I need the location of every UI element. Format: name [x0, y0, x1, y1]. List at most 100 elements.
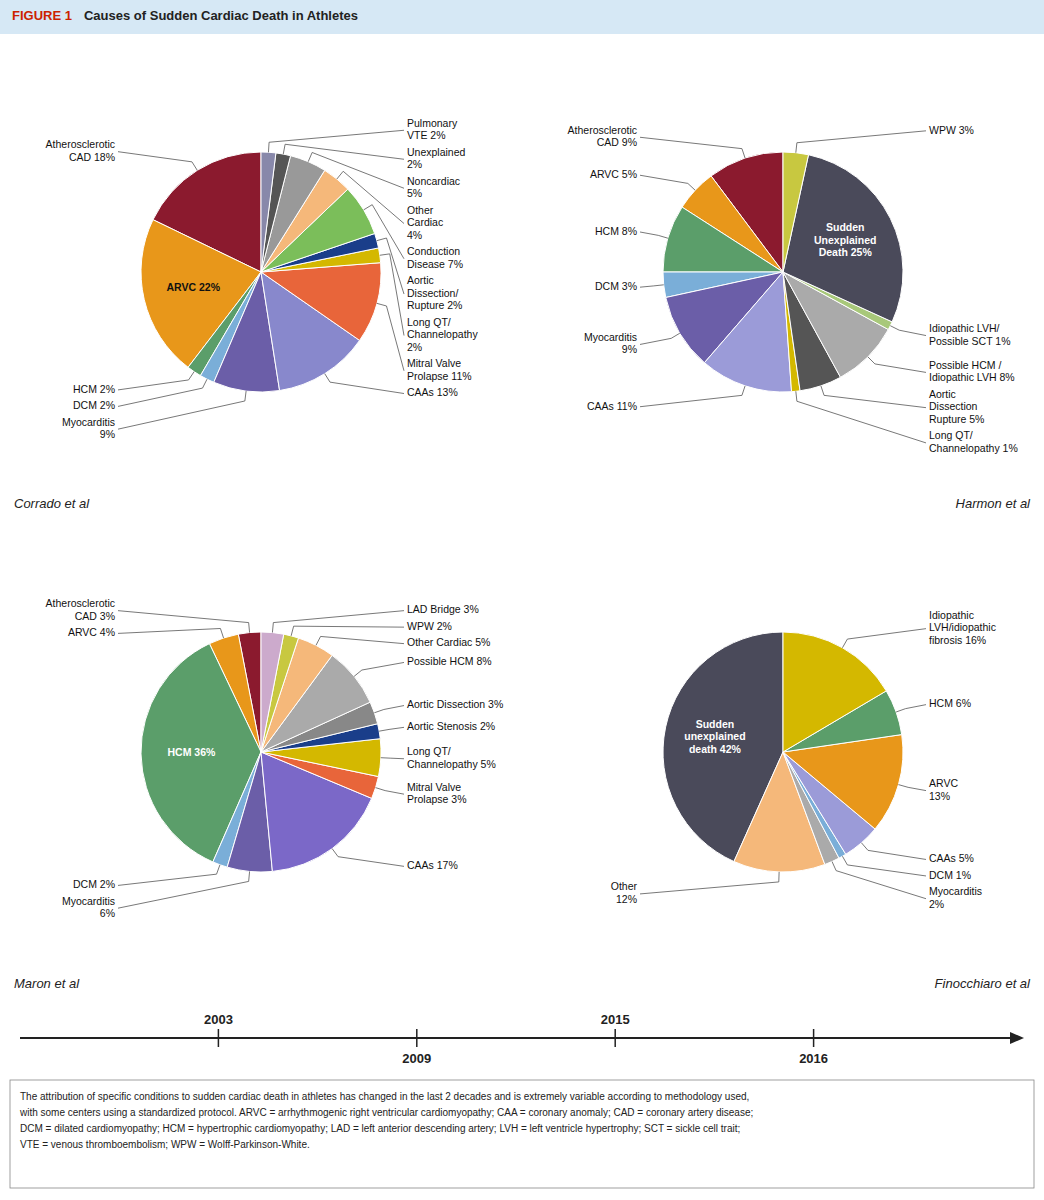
data-label: Myocarditis9%: [62, 416, 115, 441]
leader-line: [842, 856, 926, 876]
data-label: DCM 2%: [73, 399, 115, 411]
label-line: LAD Bridge 3%: [407, 603, 479, 615]
leader-line: [842, 629, 926, 648]
data-label: HCM 2%: [73, 383, 115, 395]
leader-line: [118, 611, 250, 633]
slices: [141, 632, 381, 872]
label-line: Mitral Valve: [407, 357, 461, 369]
label-line: Myocarditis: [929, 885, 982, 897]
label-line: Pulmonary: [407, 117, 458, 129]
data-label: DCM 1%: [929, 869, 971, 881]
timeline-label: 2015: [601, 1012, 630, 1027]
leader-line: [325, 374, 404, 394]
leader-line: [316, 636, 404, 645]
data-label: LAD Bridge 3%: [407, 603, 479, 615]
timeline-label: 2009: [402, 1051, 431, 1066]
data-label: ARVC 5%: [590, 168, 637, 180]
data-label: Myocarditis9%: [584, 331, 637, 356]
leader-line: [118, 152, 197, 171]
figure: FIGURE 1Causes of Sudden Cardiac Death i…: [0, 0, 1044, 1200]
leader-line: [640, 285, 664, 287]
pie-panel: Suddenunexplaineddeath 42%Other12%Idiopa…: [611, 609, 1031, 991]
data-label: OtherCardiac4%: [407, 204, 443, 241]
data-labels: Suddenunexplaineddeath 42%Other12%Idiopa…: [611, 609, 996, 910]
data-label: AorticDissection/Rupture 2%: [407, 274, 462, 311]
label-line: Disease 7%: [407, 258, 463, 270]
timeline-tick: [218, 1029, 220, 1047]
leader-line: [308, 152, 404, 188]
label-line: Myocarditis: [62, 895, 115, 907]
label-line: Prolapse 3%: [407, 793, 467, 805]
title: FIGURE 1: [12, 8, 72, 23]
leader-line: [898, 785, 926, 791]
label-line: Possible SCT 1%: [929, 335, 1011, 347]
leader-line: [118, 628, 224, 638]
pie-slice: [261, 632, 284, 752]
label-line: CAD 9%: [597, 136, 637, 148]
data-label: SuddenUnexplainedDeath 25%: [814, 221, 876, 258]
data-labels: HCM 36%AtheroscleroticCAD 3%ARVC 4%DCM 2…: [46, 597, 504, 919]
data-label: AtheroscleroticCAD 18%: [46, 138, 115, 163]
data-label: Aortic Dissection 3%: [407, 698, 503, 710]
pie-slice: [261, 152, 276, 272]
data-label: Myocarditis2%: [929, 885, 982, 910]
pie-slice: [261, 263, 381, 341]
label-line: CAAs 11%: [587, 400, 637, 412]
label-line: Channelopathy: [407, 328, 478, 340]
data-labels: ARVC 22%AtheroscleroticCAD 18%HCM 2%DCM …: [46, 117, 479, 440]
pie-slice: [663, 207, 783, 272]
leader-line: [379, 727, 404, 731]
label-line: Atherosclerotic: [46, 597, 115, 609]
data-label: Other Cardiac 5%: [407, 636, 490, 648]
label-line: 2%: [407, 341, 422, 353]
data-label: HCM 6%: [929, 697, 971, 709]
timeline-axis: [20, 1037, 1012, 1039]
data-label: DCM 3%: [595, 280, 637, 292]
leader-line: [377, 238, 404, 294]
data-label: CAAs 5%: [929, 852, 974, 864]
label-line: DCM 2%: [73, 878, 115, 890]
data-label: Unexplained2%: [407, 146, 466, 171]
leader-lines: [640, 131, 926, 443]
pie-panel: SuddenUnexplainedDeath 25%Atheroscleroti…: [568, 124, 1032, 511]
data-label: HCM 8%: [595, 225, 637, 237]
data-label: WPW 2%: [407, 620, 452, 632]
leader-line: [890, 326, 926, 336]
data-label: Suddenunexplaineddeath 42%: [684, 718, 745, 755]
label-line: 2%: [929, 898, 944, 910]
data-label: AtheroscleroticCAD 3%: [46, 597, 115, 622]
leader-line: [376, 788, 404, 795]
pie-title: Maron et al: [14, 976, 80, 991]
leader-line: [364, 205, 404, 259]
leader-line: [640, 386, 745, 407]
pie-title: Finocchiaro et al: [935, 976, 1031, 991]
footnote-line: with some centers using a standardized p…: [19, 1107, 753, 1118]
label-line: Death 25%: [819, 246, 873, 258]
label-line: Idiopathic LVH/: [929, 322, 1000, 334]
label-line: Channelopathy 5%: [407, 758, 496, 770]
label-line: Myocarditis: [62, 416, 115, 428]
data-label: Other12%: [611, 880, 638, 905]
label-line: Aortic: [929, 388, 956, 400]
pie-slice: [783, 632, 886, 752]
label-line: Dissection/: [407, 287, 458, 299]
label-line: DCM 3%: [595, 280, 637, 292]
leader-line: [377, 303, 404, 370]
pie-panel: ARVC 22%AtheroscleroticCAD 18%HCM 2%DCM …: [14, 117, 478, 511]
label-line: Atherosclerotic: [46, 138, 115, 150]
data-label: Possible HCM /Idiopathic LVH 8%: [929, 359, 1015, 384]
label-line: Mitral Valve: [407, 781, 461, 793]
label-line: LVH/idiopathic: [929, 621, 996, 633]
label-line: Long QT/: [407, 745, 451, 757]
leader-line: [118, 865, 220, 886]
data-label: Noncardiac5%: [407, 175, 460, 200]
data-label: Idiopathic LVH/Possible SCT 1%: [929, 322, 1011, 347]
data-labels: SuddenUnexplainedDeath 25%Atheroscleroti…: [568, 124, 1018, 454]
timeline: 2003200920152016: [20, 1012, 1024, 1066]
timeline-label: 2016: [799, 1051, 828, 1066]
label-line: ARVC: [929, 777, 958, 789]
footnote: The attribution of specific conditions t…: [19, 1091, 753, 1150]
title-bar: [0, 0, 1044, 34]
label-line: unexplained: [684, 730, 745, 742]
label-line: Aortic: [407, 274, 434, 286]
